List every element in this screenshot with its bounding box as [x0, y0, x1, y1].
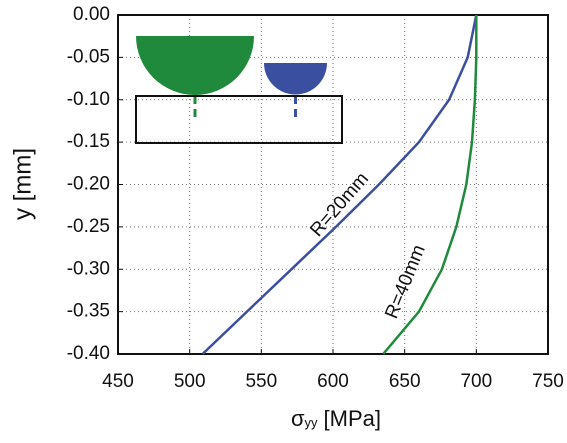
- x-label-subscript: yy: [305, 415, 319, 430]
- inset-icons: [135, 36, 343, 144]
- y-tick-label: -0.35: [67, 301, 110, 322]
- x-tick-label: 550: [245, 371, 277, 392]
- axes: [117, 14, 549, 355]
- y-tick-label: -0.05: [67, 46, 110, 67]
- y-axis-label: y [mm]: [9, 148, 36, 220]
- x-tick-label: 600: [317, 371, 349, 392]
- curve-annotation: R=40mm: [381, 242, 430, 322]
- x-axis-label: σyy [MPa]: [291, 406, 381, 431]
- inset-frame: [135, 95, 343, 144]
- y-tick-label: -0.30: [67, 258, 110, 279]
- large-roller-icon: [136, 36, 254, 95]
- y-tick-label: 0.00: [73, 4, 110, 25]
- y-tick-label: -0.40: [67, 343, 110, 364]
- y-tick-label: -0.15: [67, 131, 110, 152]
- x-tick-label: 500: [174, 371, 206, 392]
- small-roller-icon: [264, 63, 327, 95]
- plot-frame: [117, 14, 549, 355]
- x-label-symbol: σ: [291, 406, 305, 431]
- y-tick-label: -0.25: [67, 216, 110, 237]
- curve-annotation: R=20mm: [306, 169, 373, 241]
- x-label-unit: [MPa]: [324, 406, 381, 431]
- y-tick-label: -0.10: [67, 89, 110, 110]
- x-tick-label: 700: [460, 371, 492, 392]
- curve: [201, 14, 478, 355]
- curve: [382, 15, 478, 355]
- x-tick-label: 450: [102, 371, 134, 392]
- y-tick-label: -0.20: [67, 174, 110, 195]
- x-tick-label: 750: [532, 371, 564, 392]
- x-tick-label: 650: [389, 371, 421, 392]
